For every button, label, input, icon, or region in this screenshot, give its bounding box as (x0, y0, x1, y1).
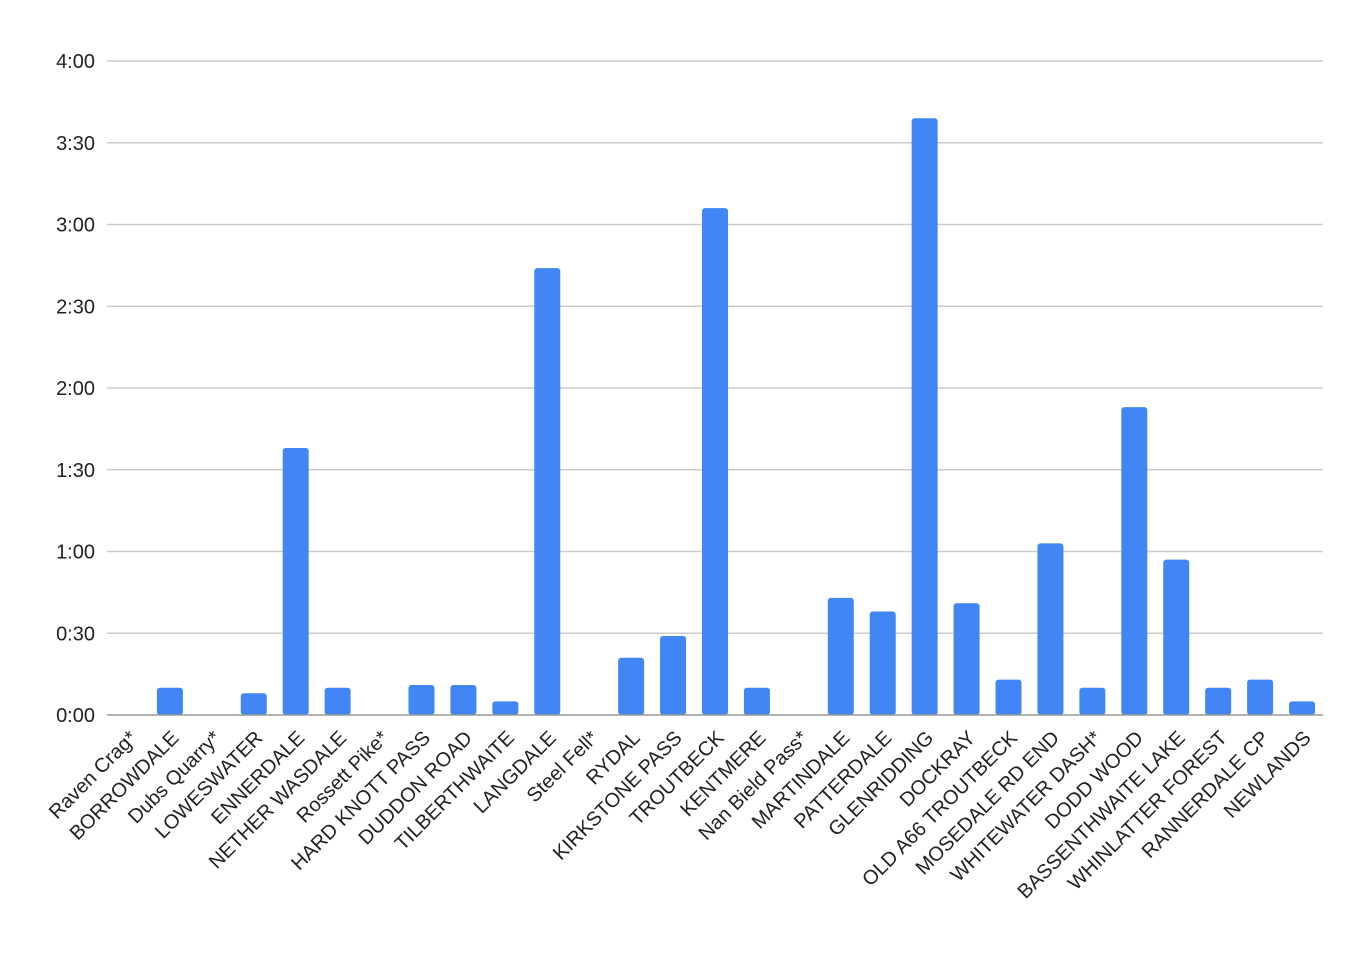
bar (450, 685, 477, 715)
bar (408, 685, 435, 715)
y-tick-label: 1:30 (56, 460, 95, 482)
bar (1247, 679, 1274, 715)
bar (618, 657, 645, 715)
bar (1079, 687, 1106, 715)
y-tick-label: 2:30 (56, 296, 95, 318)
bar (702, 208, 728, 715)
y-tick-label: 3:30 (56, 133, 95, 155)
bar (827, 597, 854, 715)
bar (1121, 407, 1148, 715)
bar (324, 687, 351, 715)
bar (282, 447, 309, 715)
y-tick-label: 0:00 (56, 705, 95, 727)
y-tick-label: 1:00 (56, 542, 95, 564)
y-tick-label: 3:00 (56, 215, 95, 237)
bar (1289, 701, 1316, 715)
bar (953, 603, 980, 715)
bar (156, 687, 183, 715)
bar (1163, 559, 1190, 715)
bar (534, 268, 561, 715)
y-axis-tick-labels: 0:00 0:30 1:00 1:30 2:00 2:30 3:00 3:30 4:00 (56, 51, 95, 727)
bars (156, 118, 1316, 716)
y-tick-label: 4:00 (56, 51, 95, 73)
bar (660, 635, 687, 715)
y-tick-label: 0:30 (56, 623, 95, 645)
bar (869, 611, 896, 715)
bar (995, 679, 1022, 715)
y-tick-label: 2:00 (56, 378, 95, 400)
bar (911, 118, 938, 716)
bar (743, 687, 770, 715)
bar (1037, 543, 1064, 715)
bar (1205, 687, 1232, 715)
bar (240, 693, 267, 715)
bar (492, 701, 519, 715)
